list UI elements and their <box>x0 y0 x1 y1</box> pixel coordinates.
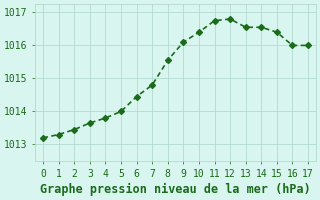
X-axis label: Graphe pression niveau de la mer (hPa): Graphe pression niveau de la mer (hPa) <box>40 183 311 196</box>
